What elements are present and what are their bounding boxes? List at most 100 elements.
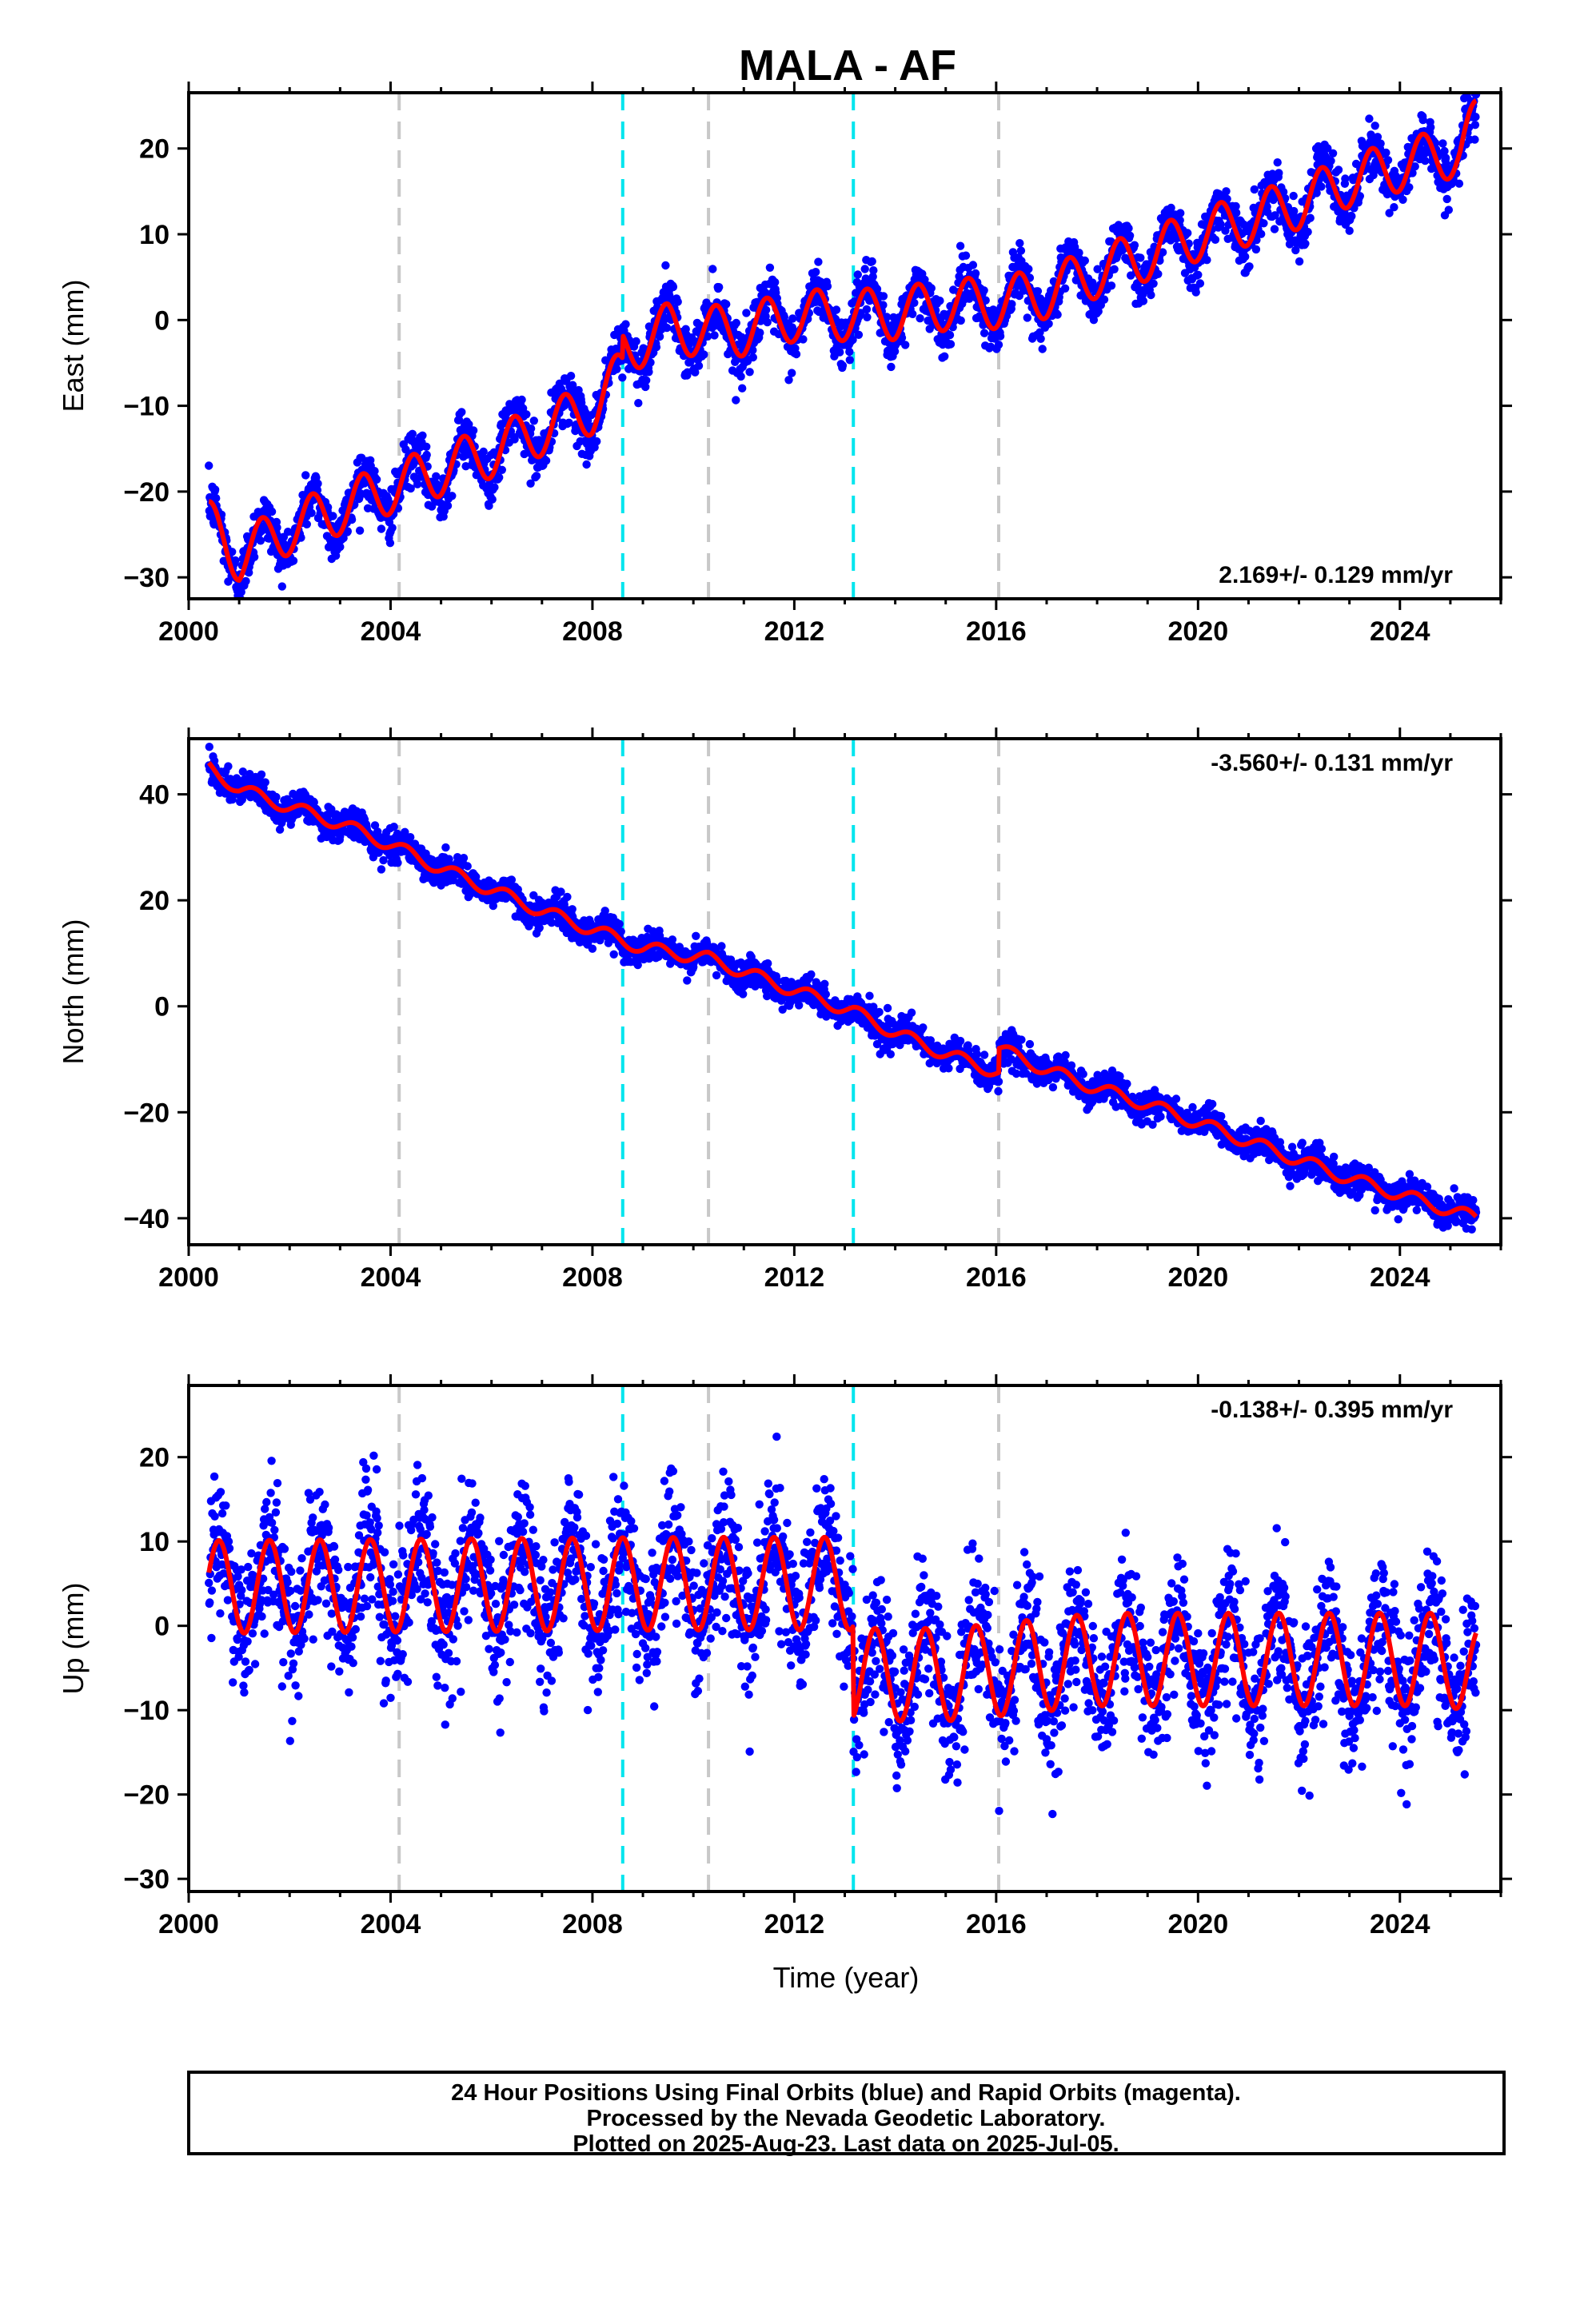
data-point [480,448,488,456]
data-point [863,305,871,313]
data-point [1245,262,1253,270]
data-point [995,341,1003,349]
data-point [612,365,620,373]
data-point [1371,122,1379,130]
data-point [940,353,948,361]
data-point [1126,232,1134,240]
data-point [489,496,497,504]
data-point [569,905,577,913]
data-point [1124,224,1132,232]
data-point [393,859,401,867]
data-point [749,353,757,361]
data-point [868,257,876,265]
data-point [469,426,477,434]
data-point [663,324,671,332]
data-point [1007,300,1015,308]
data-point [884,1004,892,1012]
data-point [944,1064,952,1072]
data-point [824,282,832,290]
data-point [1251,185,1259,193]
data-point [1329,149,1337,157]
data-point [947,340,955,348]
data-point [418,432,426,440]
data-point [846,356,854,364]
x-tick-label: 2024 [1370,616,1430,647]
data-point [1421,157,1429,165]
data-point [710,331,718,339]
data-point [460,854,468,862]
velocity-label: 2.169+/- 0.129 mm/yr [1219,562,1453,588]
data-point [855,331,863,339]
data-point [444,501,452,509]
data-point [712,971,720,979]
plot-area [205,739,1480,1245]
data-point [861,265,869,273]
data-point [928,284,936,292]
data-point [820,980,828,988]
data-point [683,976,691,984]
data-point [700,350,708,358]
data-point [1471,121,1479,129]
data-point [377,524,385,532]
data-point [313,480,321,488]
data-point [278,582,286,590]
data-point [1426,123,1434,131]
data-point [980,1050,988,1058]
data-point [205,461,213,469]
data-point [869,266,877,274]
data-point [1419,116,1427,124]
data-point [1131,241,1139,249]
data-point [1203,256,1211,264]
data-point [788,314,796,322]
data-point [563,893,571,901]
data-point [1307,214,1315,222]
data-point [1183,229,1191,237]
data-point [1110,265,1118,273]
data-point [795,1001,803,1009]
data-point [980,329,988,337]
data-point [908,310,916,318]
data-point [377,865,385,873]
data-point [1241,253,1249,261]
data-point [589,945,596,953]
y-tick-label: 20 [139,134,170,165]
data-point [336,543,344,551]
data-point [1211,236,1219,244]
data-point [1455,180,1463,188]
data-point [722,300,730,308]
data-point [211,485,219,493]
data-point [1149,280,1157,288]
data-point [1061,285,1069,293]
data-point [272,793,280,801]
data-point [422,443,430,451]
data-point [1471,113,1479,121]
data-point [799,335,807,343]
data-point [582,460,590,468]
plot-area [205,75,1480,608]
data-point [490,483,498,491]
data-point [1470,135,1478,143]
data-point [807,971,815,979]
data-point [839,361,847,369]
data-point [652,343,660,351]
data-point [916,314,924,322]
data-point [1445,205,1453,213]
data-point [946,331,954,339]
data-point [1024,265,1032,273]
data-point [448,492,456,500]
data-point [634,399,642,407]
data-point [656,333,664,341]
data-point [632,337,640,345]
data-point [1466,75,1474,83]
data-point [642,377,650,385]
data-point [732,396,740,404]
data-point [742,309,750,317]
data-point [1053,310,1061,318]
data-point [1390,203,1398,211]
data-point [615,920,623,928]
x-tick-label: 2008 [562,616,623,647]
data-point [268,508,276,516]
